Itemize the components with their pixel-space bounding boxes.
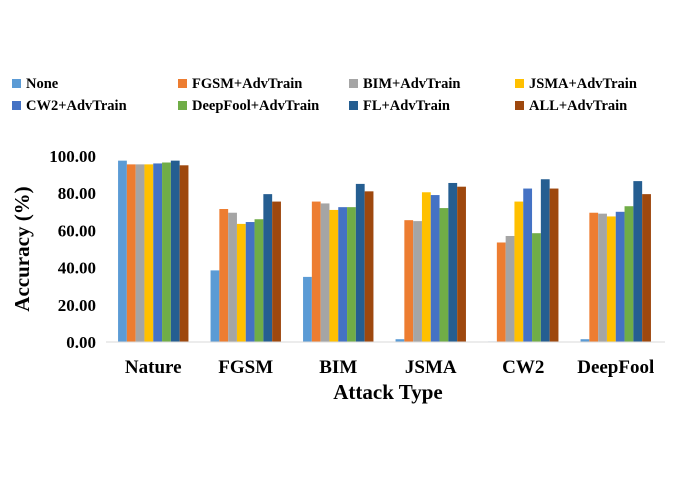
bar xyxy=(272,201,281,342)
bar xyxy=(135,164,145,342)
legend-swatch xyxy=(12,101,21,110)
legend-swatch xyxy=(178,79,187,88)
bar xyxy=(514,201,524,342)
bar xyxy=(633,181,643,342)
legend-swatch xyxy=(349,79,358,88)
bar xyxy=(355,183,365,342)
bar xyxy=(413,221,422,342)
x-tick-label: JSMA xyxy=(405,357,457,378)
bar xyxy=(144,164,154,342)
legend-label: CW2+AdvTrain xyxy=(26,98,127,114)
bar xyxy=(540,179,550,342)
y-tick-label: 40.00 xyxy=(58,259,96,278)
bar xyxy=(219,209,229,342)
y-tick-label: 20.00 xyxy=(58,296,96,315)
bar xyxy=(395,339,405,342)
x-tick-label: CW2 xyxy=(502,357,544,378)
bar xyxy=(254,219,264,342)
legend-swatch xyxy=(515,101,524,110)
bar xyxy=(496,242,506,342)
legend-swatch xyxy=(515,79,524,88)
bar xyxy=(210,270,220,342)
legend-label: ALL+AdvTrain xyxy=(529,98,627,114)
bar xyxy=(580,339,590,342)
bar xyxy=(263,194,273,342)
x-tick-label: BIM xyxy=(319,357,357,378)
y-tick-label: 0.00 xyxy=(66,333,96,352)
legend-label: DeepFool+AdvTrain xyxy=(192,98,319,114)
bar xyxy=(311,201,321,342)
legend-label: FGSM+AdvTrain xyxy=(192,76,302,92)
bar xyxy=(364,191,374,342)
bar xyxy=(118,160,127,342)
bar xyxy=(153,163,163,342)
bar xyxy=(170,160,180,342)
x-axis-label: Attack Type xyxy=(333,380,442,404)
bar xyxy=(329,209,339,342)
x-tick-label: Nature xyxy=(125,357,182,378)
bar xyxy=(615,211,625,342)
bar xyxy=(598,213,607,342)
bar xyxy=(606,216,616,342)
x-tick-label: FGSM xyxy=(218,357,273,378)
bar xyxy=(505,235,515,342)
legend-swatch xyxy=(349,101,358,110)
bar xyxy=(549,188,559,342)
bar xyxy=(532,233,541,342)
bar xyxy=(421,192,431,342)
y-tick-label: 60.00 xyxy=(58,221,96,240)
bars xyxy=(118,160,651,342)
legend-label: FL+AdvTrain xyxy=(363,98,450,114)
bar xyxy=(439,208,449,342)
x-axis-ticks: Nature FGSM BIM JSMA CW2 DeepFool xyxy=(125,357,654,378)
bar xyxy=(320,203,330,342)
bar xyxy=(245,222,255,342)
bar xyxy=(179,165,189,342)
legend-label: BIM+AdvTrain xyxy=(363,76,460,92)
bar xyxy=(162,162,171,342)
bar xyxy=(448,182,458,342)
bar xyxy=(303,276,312,342)
y-tick-label: 80.00 xyxy=(58,184,96,203)
bar xyxy=(457,186,466,342)
bar xyxy=(430,195,440,342)
bar xyxy=(338,207,348,342)
bar xyxy=(347,207,356,342)
legend-label: None xyxy=(26,76,59,92)
y-axis-ticks: 0.00 20.00 40.00 60.00 80.00 100.00 xyxy=(49,147,96,352)
bar xyxy=(642,194,651,342)
bar xyxy=(126,164,136,342)
y-axis-label: Accuracy (%) xyxy=(10,186,34,311)
x-tick-label: DeepFool xyxy=(577,357,654,378)
bar xyxy=(523,188,533,342)
y-tick-label: 100.00 xyxy=(49,147,96,166)
legend-label: JSMA+AdvTrain xyxy=(529,76,637,92)
bar xyxy=(589,212,599,342)
legend-swatch xyxy=(178,101,187,110)
legend-swatch xyxy=(12,79,21,88)
bar xyxy=(228,212,237,342)
legend: None FGSM+AdvTrain BIM+AdvTrain JSMA+AdvTra… xyxy=(12,76,637,114)
bar xyxy=(404,220,414,342)
bar xyxy=(624,206,634,342)
bar xyxy=(236,223,246,342)
